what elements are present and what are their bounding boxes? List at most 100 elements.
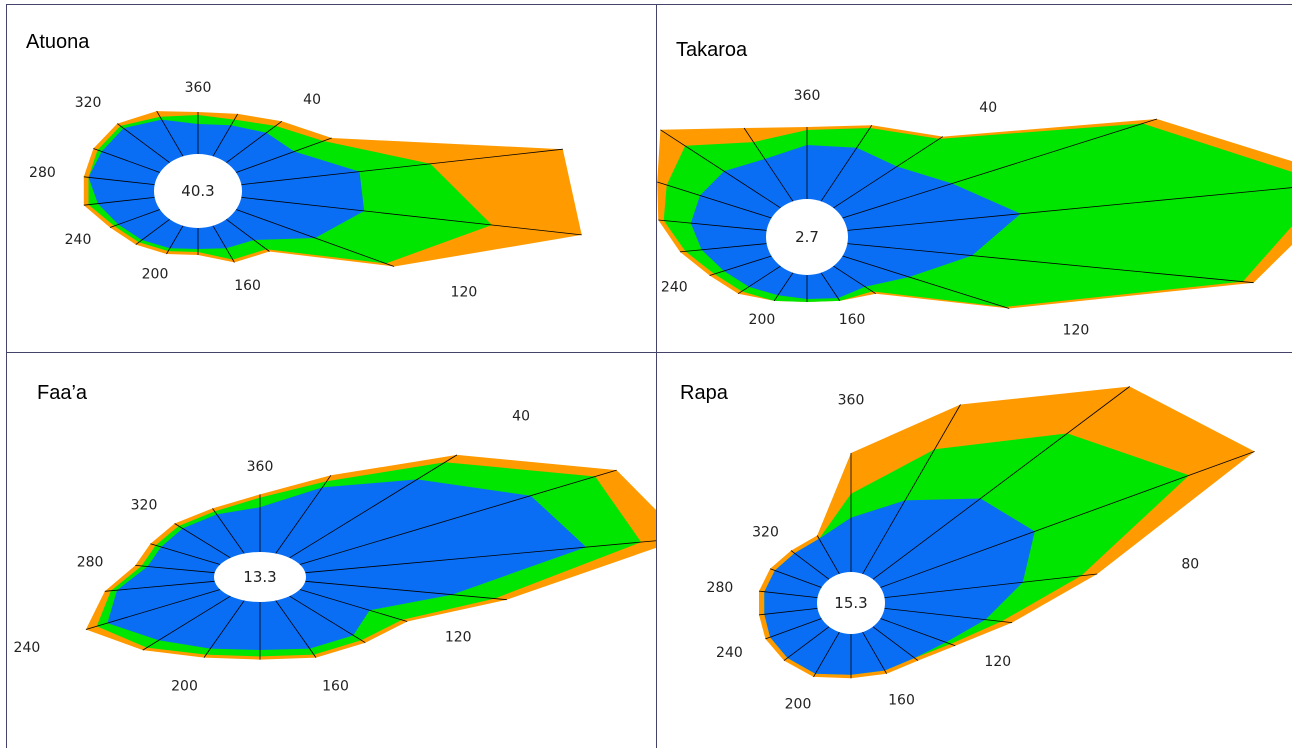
center-value: 40.3 (181, 182, 214, 200)
direction-label: 120 (984, 654, 1011, 670)
spoke-line (289, 595, 366, 644)
spoke-line (117, 123, 170, 164)
chart-title: Faa’a (37, 382, 88, 404)
spoke-line (872, 386, 1130, 580)
direction-label: 280 (77, 554, 104, 570)
spoke-line (241, 197, 582, 236)
spoke-line (765, 618, 822, 640)
spoke-line (737, 265, 781, 295)
series-blue-area (107, 479, 587, 650)
spoke-line (299, 589, 408, 622)
chart-panel-takaroa: Takaroa 2.74080120160200240280320360 (656, 4, 1292, 353)
spoke-line (226, 120, 283, 164)
direction-label: 320 (752, 525, 779, 541)
direction-label: 240 (661, 280, 688, 296)
spoke-line (212, 225, 235, 263)
spoke-line (212, 113, 239, 157)
spoke-line (880, 618, 956, 647)
spoke-line (790, 550, 830, 580)
direction-label: 360 (247, 459, 274, 475)
spoke-line (816, 535, 840, 575)
direction-label: 200 (142, 267, 169, 283)
spoke-line (842, 118, 1158, 219)
direction-label: 280 (707, 580, 734, 596)
spoke-line (709, 255, 772, 276)
spoke-line (884, 573, 1098, 598)
spoke-line (142, 595, 231, 651)
direction-label: 360 (794, 88, 821, 104)
direction-label: 40 (303, 92, 321, 108)
spoke-line (658, 219, 767, 231)
chart-grid: Atuona 40.3 40 80 120 160 200 240 280 320 360 Tak… (6, 4, 1292, 748)
spoke-line (289, 454, 458, 559)
direction-label: 160 (234, 278, 261, 294)
center-circle (817, 572, 885, 634)
spoke-line (842, 255, 1010, 309)
series-blue-area (690, 145, 1021, 299)
spoke-line (833, 136, 944, 209)
spoke-line (758, 608, 818, 616)
wind-rose-takaroa: 2.74080120160200240280320360 (657, 88, 1292, 339)
direction-label: 360 (185, 80, 212, 96)
spoke-line (862, 631, 887, 674)
direction-label: 240 (14, 640, 41, 656)
spoke-line (657, 181, 772, 219)
center-value: 13.3 (243, 568, 276, 586)
spoke-line (679, 243, 767, 253)
spoke-line (83, 176, 155, 185)
spoke-line (135, 218, 170, 245)
direction-label: 320 (131, 498, 158, 514)
chart-panel-rapa: Rapa 15.3 40 80 120 160 200 240 280 320 360 (656, 352, 1292, 748)
spoke-line (833, 265, 877, 295)
direction-label: 120 (451, 285, 478, 301)
direction-label: 200 (171, 678, 198, 694)
spoke-line (660, 129, 781, 209)
chart-title: Takaroa (676, 39, 748, 61)
direction-label: 240 (65, 232, 92, 248)
spoke-line (773, 272, 794, 302)
spoke-line (299, 469, 617, 565)
spoke-line (93, 148, 161, 173)
chart-panel-faaa: Faa’a 13.3 40 80 120 160 200 240 280 320 360 (6, 352, 657, 748)
spoke-line (104, 580, 215, 592)
direction-label: 280 (29, 165, 56, 181)
chart-title: Rapa (680, 382, 728, 404)
direction-label: 360 (838, 392, 865, 408)
series-blue-area (764, 498, 1035, 675)
spoke-line (203, 600, 245, 658)
spoke-line (241, 148, 563, 185)
spoke-line (109, 209, 161, 228)
spoke-line (226, 218, 270, 252)
spoke-line (813, 631, 840, 678)
spoke-line (305, 580, 507, 601)
spoke-line (135, 565, 215, 574)
spoke-line (880, 451, 1255, 588)
spoke-line (305, 540, 656, 574)
spoke-line (847, 187, 1292, 231)
spoke-line (174, 523, 231, 559)
direction-label: 40 (512, 408, 530, 424)
center-value: 15.3 (834, 594, 867, 612)
direction-label: 160 (888, 692, 915, 708)
spoke-line (275, 475, 332, 554)
center-circle (154, 154, 242, 228)
direction-label: 40 (979, 100, 997, 116)
direction-label: 240 (716, 645, 743, 661)
spoke-line (769, 568, 822, 588)
center-circle (766, 199, 848, 275)
chart-title: Atuona (26, 31, 90, 53)
spoke-line (884, 608, 1013, 623)
spoke-line (743, 127, 794, 202)
center-value: 2.7 (795, 228, 819, 246)
direction-label: 120 (445, 630, 472, 646)
direction-label: 160 (322, 678, 349, 694)
spoke-line (150, 543, 221, 565)
direction-label: 80 (1181, 557, 1199, 573)
spoke-line (783, 626, 830, 661)
spoke-line (758, 590, 818, 598)
direction-label: 200 (749, 312, 776, 328)
direction-label: 200 (785, 697, 812, 713)
